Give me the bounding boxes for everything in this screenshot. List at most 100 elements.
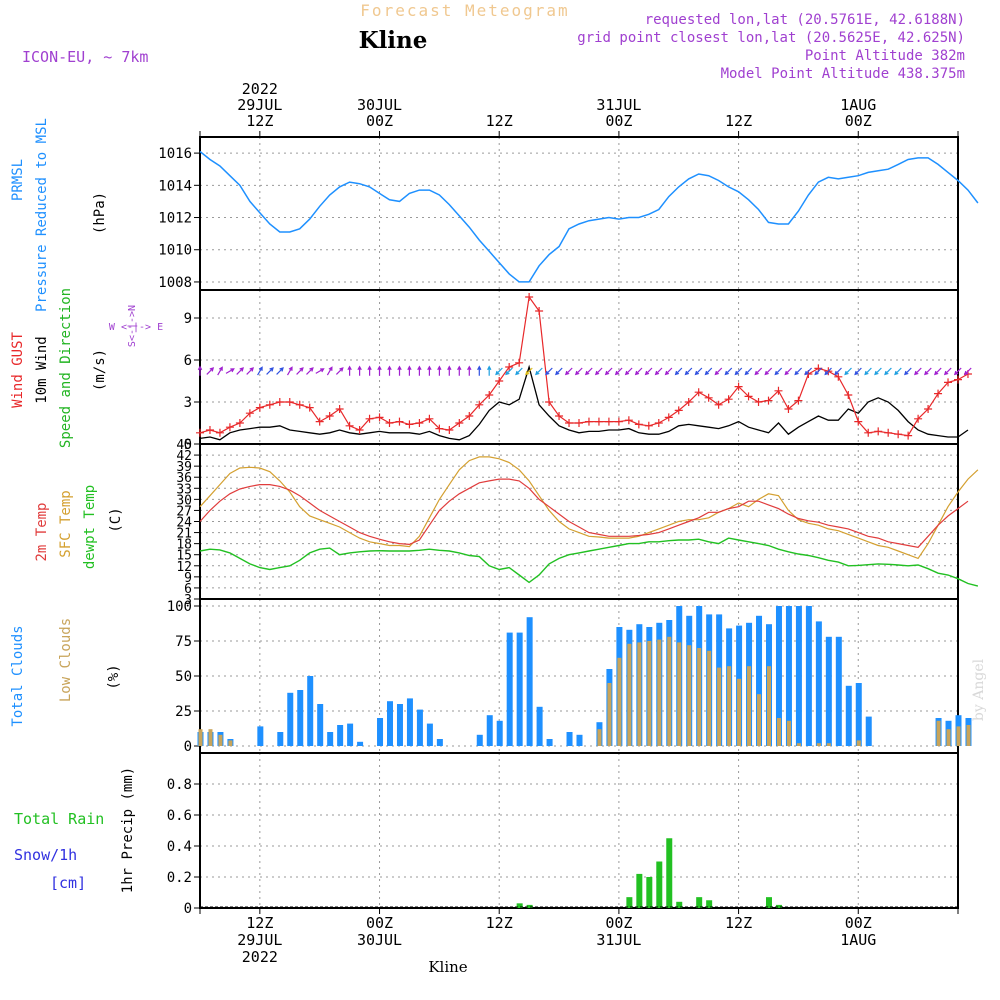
gust-marker xyxy=(215,428,224,437)
time-label-top: 00Z xyxy=(366,112,393,130)
ytick-label: 42 xyxy=(176,449,192,464)
wind-direction-arrow xyxy=(943,367,952,376)
gust-marker xyxy=(435,424,444,433)
gust-marker xyxy=(634,420,643,429)
total-cloud-bar xyxy=(486,715,493,746)
model-altitude: Model Point Altitude 438.375m xyxy=(721,66,965,82)
low-cloud-bar xyxy=(657,639,662,746)
ytick-label: 6 xyxy=(184,353,192,369)
wind-direction-arrow xyxy=(266,367,274,375)
gust-marker xyxy=(844,391,853,399)
ytick-label: 1010 xyxy=(158,243,192,259)
low-cloud-bar xyxy=(647,641,652,746)
gust-marker xyxy=(445,426,454,434)
wind-direction-arrow xyxy=(555,367,563,376)
gust-marker xyxy=(714,400,723,409)
time-label-bottom: 00Z xyxy=(605,914,632,932)
wind-direction-arrow xyxy=(884,367,892,376)
wind-direction-arrow xyxy=(764,367,773,376)
gust-marker xyxy=(834,372,843,381)
total-cloud-bar xyxy=(347,723,354,746)
total-cloud-bar xyxy=(536,706,543,746)
grid-point-coords: grid point closest lon,lat (20.5625E, 42… xyxy=(577,30,965,46)
wind-direction-arrow xyxy=(644,367,653,376)
gust-ylabel: Wind GUST xyxy=(10,332,26,408)
wind-direction-arrow xyxy=(225,368,235,374)
ytick-label: 0.8 xyxy=(167,777,192,793)
rain-bar xyxy=(646,877,653,908)
low-cloud-bar xyxy=(936,720,941,746)
low-cloud-bar xyxy=(966,725,971,746)
gust-marker xyxy=(365,414,374,423)
wind-direction-arrow xyxy=(754,367,763,376)
total-cloud-bar xyxy=(297,690,304,746)
rain-legend: Total Rain xyxy=(14,810,104,828)
time-label-top: 00Z xyxy=(845,112,872,130)
location-title: Kline xyxy=(359,27,428,54)
total-cloud-bar xyxy=(865,716,872,746)
temp-unit: (C) xyxy=(108,507,124,532)
gust-marker xyxy=(744,392,753,401)
wind-direction-arrow xyxy=(437,365,442,376)
rain-bar xyxy=(706,900,713,908)
ytick-label: 39 xyxy=(176,460,192,475)
wind-direction-arrow xyxy=(377,365,382,376)
ytick-label: 100 xyxy=(167,599,192,615)
model-label: ICON-EU, ~ 7km xyxy=(22,48,148,66)
wind-direction-arrow xyxy=(296,367,304,375)
low-cloud-bar xyxy=(856,740,861,746)
ytick-label: 75 xyxy=(175,634,192,650)
total-cloud-bar xyxy=(307,676,314,746)
gust-marker xyxy=(884,428,893,437)
wind-direction-arrow xyxy=(664,367,673,376)
panel-frame xyxy=(199,752,959,909)
low-cloud-bar xyxy=(757,694,762,746)
gust-marker xyxy=(415,419,424,427)
gust-marker xyxy=(764,396,773,405)
low-cloud-bar xyxy=(597,729,602,746)
wind-direction-arrow xyxy=(824,367,832,376)
ytick-label: 0.6 xyxy=(167,808,192,824)
low-cloud-bar xyxy=(228,740,233,746)
rain-bar xyxy=(676,901,683,908)
total-cloud-bar xyxy=(277,732,284,746)
gust-marker xyxy=(944,378,953,387)
footer-location: Kline xyxy=(428,958,467,976)
total-cloud-bar xyxy=(396,704,403,746)
ytick-label: 0.4 xyxy=(167,839,192,855)
low-cloud-bar xyxy=(946,729,951,746)
wind-direction-arrow xyxy=(604,367,613,376)
wind-direction-arrow xyxy=(934,367,942,376)
gust-marker xyxy=(654,419,663,427)
low-cloud-bar xyxy=(796,743,801,746)
wind-direction-arrow xyxy=(326,366,333,376)
ytick-label: 0.2 xyxy=(167,870,192,886)
wind-direction-arrow xyxy=(924,367,932,376)
ytick-label: 45 xyxy=(176,438,192,453)
total-cloud-bar xyxy=(785,606,792,746)
sfc-temp-line xyxy=(199,456,979,560)
total-cloud-bar xyxy=(436,739,443,746)
total-cloud-bar xyxy=(506,632,513,746)
wind-direction-arrow xyxy=(834,367,842,376)
wind-direction-arrow xyxy=(257,366,263,376)
wind-ylabel: 10m Wind xyxy=(34,336,50,403)
time-label-top: 29JUL xyxy=(237,96,282,114)
dewpt-ylabel: dewpt Temp xyxy=(82,485,98,569)
wind-direction-arrow xyxy=(357,365,362,376)
low-cloud-bar xyxy=(208,729,213,746)
low-cloud-bar xyxy=(717,667,722,746)
time-label-top: 12Z xyxy=(486,112,513,130)
wind-direction-arrow xyxy=(744,367,753,376)
time-label-top: 12Z xyxy=(246,112,273,130)
pressure-ylabel-1: PRMSL xyxy=(10,159,26,201)
rain-bar xyxy=(775,904,782,908)
total-cloud-bar xyxy=(317,704,324,746)
wind-direction-arrow xyxy=(306,367,314,375)
wind-direction-arrow xyxy=(804,367,813,376)
precip-ylabel: 1hr Precip (mm) xyxy=(120,767,136,893)
wind-unit: (m/s) xyxy=(92,349,108,391)
gust-marker xyxy=(594,417,603,426)
wind-direction-arrow xyxy=(335,367,344,375)
